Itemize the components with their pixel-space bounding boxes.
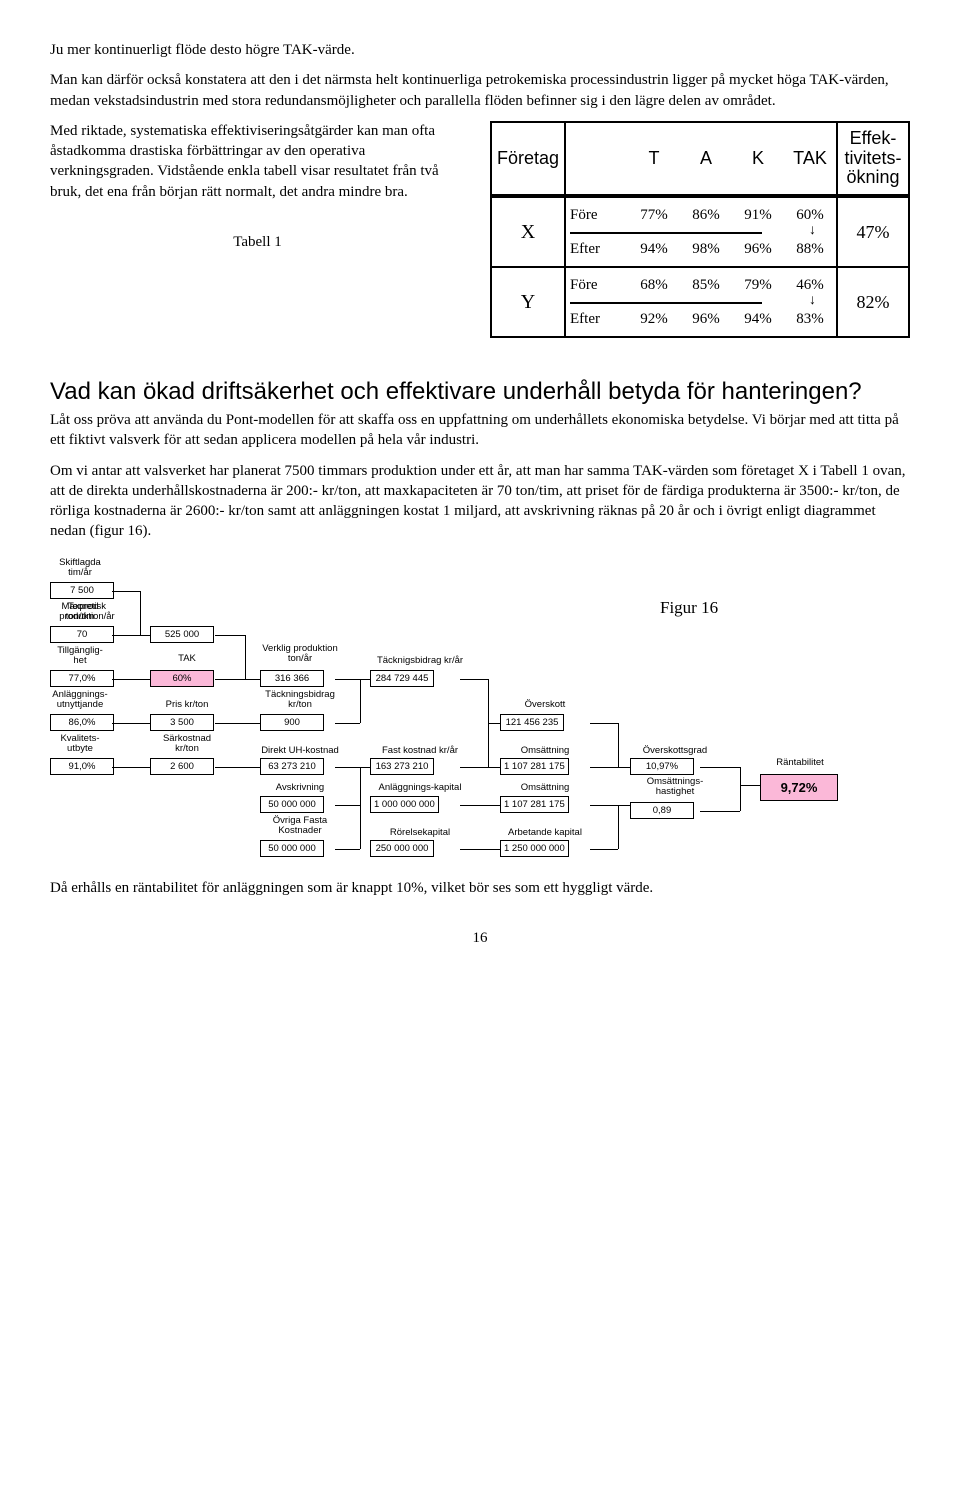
th-a: A	[680, 123, 732, 194]
val-oms2: 1 107 281 175	[500, 796, 569, 813]
intro-p1: Ju mer kontinuerligt flöde desto högre T…	[50, 40, 910, 60]
lbl-teoretisk: Teoretisk produktion/år	[50, 602, 124, 623]
lbl-verklig: Verklig produktion ton/år	[250, 644, 350, 665]
section-heading: Vad kan ökad driftsäkerhet och effektiva…	[50, 378, 910, 406]
val-pris: 3 500	[150, 714, 214, 731]
company-y-name: Y	[492, 268, 566, 336]
val-arbetande: 1 250 000 000	[500, 840, 569, 857]
lbl-skiftlagda: Skiftlagda tim/år	[50, 558, 110, 579]
label-fore: Före	[566, 201, 628, 230]
lbl-sarkostnad: Särkostnad kr/ton	[150, 734, 224, 755]
val-skiftlagda: 7 500	[50, 582, 114, 599]
page-number: 16	[50, 930, 910, 947]
val-rantabilitet: 9,72%	[760, 774, 838, 801]
lbl-tillg: Tillgänglig- het	[50, 646, 110, 667]
th-tak: TAK	[784, 123, 838, 194]
dupont-diagram: Figur 16 Skiftlagda tim/år 7 500 Maxprod…	[50, 558, 910, 878]
closing-p: Då erhålls en räntabilitet för anläggnin…	[50, 878, 910, 898]
val-maxprod: 70	[50, 626, 114, 643]
val-tak: 60%	[150, 670, 214, 687]
company-y-eff: 82%	[836, 268, 908, 336]
th-k: K	[732, 123, 784, 194]
val-kvalitet: 91,0%	[50, 758, 114, 775]
val-direktuh: 63 273 210	[260, 758, 324, 775]
company-x-block: X Före 77% 86% 91% 60% ↓ Efter 94% 98% 9…	[490, 198, 910, 268]
val-tillg: 77,0%	[50, 670, 114, 687]
lbl-tak: TAK	[150, 654, 224, 664]
lbl-arbetande: Arbetande kapital	[500, 828, 590, 838]
label-efter: Efter	[566, 235, 628, 264]
lbl-overskottsgrad: Överskottsgrad	[630, 746, 720, 756]
val-verklig: 316 366	[260, 670, 324, 687]
company-x-name: X	[492, 198, 566, 266]
val-sarkostnad: 2 600	[150, 758, 214, 775]
figure-label: Figur 16	[660, 598, 718, 618]
section-p2: Om vi antar att valsverket har planerat …	[50, 461, 910, 542]
arrow-down-icon: ↓	[809, 226, 816, 236]
tabell-label: Tabell 1	[50, 232, 465, 252]
val-anlaggkap: 1 000 000 000	[370, 796, 439, 813]
lbl-kvalitet: Kvalitets- utbyte	[50, 734, 110, 755]
val-overskottsgrad: 10,97%	[630, 758, 694, 775]
lbl-anlaggn: Anläggnings- utnyttjande	[50, 690, 110, 711]
company-y-block: Y Före 68% 85% 79% 46% ↓ Efter 92% 96% 9…	[490, 268, 910, 338]
lbl-fast: Fast kostnad kr/år	[370, 746, 470, 756]
val-tackbidrag: 900	[260, 714, 324, 731]
intro-p2: Man kan därför också konstatera att den …	[50, 70, 910, 111]
val-oms1: 1 107 281 175	[500, 758, 569, 775]
th-eff: Effek- tivitets- ökning	[838, 123, 908, 194]
th-foretag: Företag	[492, 123, 566, 194]
lbl-omsattning1: Omsättning	[500, 746, 590, 756]
lbl-anlaggkap: Anläggnings-kapital	[370, 783, 470, 793]
lbl-avskriv: Avskrivning	[260, 783, 340, 793]
lbl-tacknig: Täcknigsbidrag kr/år	[370, 656, 470, 666]
val-fast: 163 273 210	[370, 758, 434, 775]
val-teoretisk: 525 000	[150, 626, 214, 643]
section-p1: Låt oss pröva att använda du Pont-modell…	[50, 410, 910, 451]
lbl-omsattning2: Omsättning	[500, 783, 590, 793]
lbl-overskott: Överskott	[500, 700, 590, 710]
val-tacknig: 284 729 445	[370, 670, 434, 687]
lbl-omshastighet: Omsättnings- hastighet	[630, 777, 720, 798]
company-x-eff: 47%	[836, 198, 908, 266]
lbl-tackbidrag: Täckningsbidrag kr/ton	[250, 690, 350, 711]
val-overskott: 121 456 235	[500, 714, 564, 731]
val-ovriga: 50 000 000	[260, 840, 324, 857]
tak-table: Företag T A K TAK Effek- tivitets- öknin…	[490, 121, 910, 198]
lbl-direktuh: Direkt UH-kostnad	[250, 746, 350, 756]
val-rorelse: 250 000 000	[370, 840, 434, 857]
left-p3: Med riktade, systematiska effektiviserin…	[50, 121, 465, 202]
th-t: T	[628, 123, 680, 194]
lbl-pris: Pris kr/ton	[150, 700, 224, 710]
val-anlaggn: 86,0%	[50, 714, 114, 731]
lbl-ovriga: Övriga Fasta Kostnader	[260, 816, 340, 837]
val-omshastighet: 0,89	[630, 802, 694, 819]
arrow-down-icon: ↓	[809, 296, 816, 306]
val-avskriv: 50 000 000	[260, 796, 324, 813]
lbl-rorelse: Rörelsekapital	[370, 828, 470, 838]
lbl-rantabilitet: Räntabilitet	[760, 758, 840, 768]
